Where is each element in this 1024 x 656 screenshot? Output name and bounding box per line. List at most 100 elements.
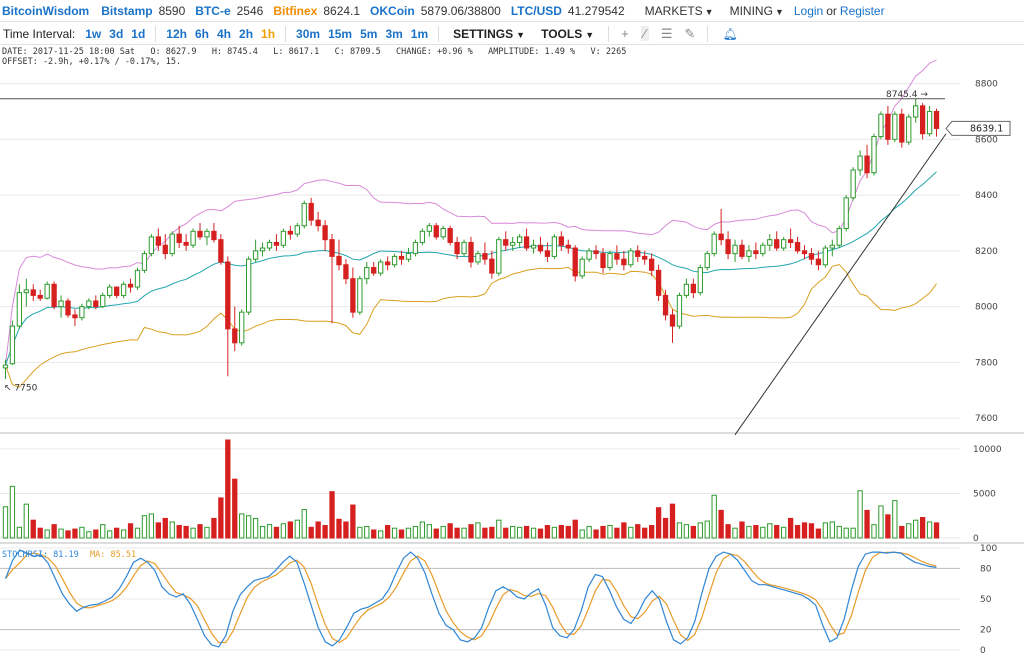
stoch-axis-tick: 0: [980, 646, 986, 656]
candle-body: [864, 155, 870, 174]
candle-body: [516, 236, 523, 243]
candle-body: [350, 278, 356, 313]
register-link[interactable]: Register: [839, 3, 885, 18]
volume-bar: [350, 504, 356, 539]
price-axis-tick: 8200: [975, 247, 998, 257]
exchange-ticker[interactable]: Bitfinex 8624.1: [273, 4, 360, 18]
interval-15m[interactable]: 15m: [328, 26, 353, 41]
exchange-ticker[interactable]: Bitstamp 8590: [101, 4, 185, 18]
candle-body: [357, 278, 363, 313]
crosshair-icon[interactable]: +: [621, 26, 629, 41]
candle-body: [294, 225, 300, 235]
candle-body: [211, 230, 217, 241]
volume-bar: [218, 497, 224, 539]
exchange-price: 8590: [158, 3, 186, 18]
bell-icon[interactable]: 🔔︎: [722, 26, 738, 41]
volume-bar: [280, 523, 287, 539]
volume-bar: [2, 506, 9, 539]
interval-4h[interactable]: 4h: [217, 26, 232, 41]
volume-bar: [794, 525, 801, 539]
interval-3m[interactable]: 3m: [385, 26, 403, 41]
interval-30m[interactable]: 30m: [296, 26, 321, 41]
candle-body: [148, 236, 155, 255]
volume-bar: [9, 485, 16, 539]
candle-body: [781, 239, 787, 249]
volume-bar: [496, 519, 502, 539]
candle-body: [565, 244, 571, 249]
mining-label: MINING: [729, 3, 773, 18]
candle-body: [308, 202, 314, 221]
volume-bar: [836, 525, 842, 539]
candle-body: [857, 155, 863, 171]
volume-bar: [162, 517, 168, 539]
volume-bar: [315, 521, 321, 539]
pen-icon[interactable]: ✎: [684, 25, 696, 41]
candle-body: [572, 247, 578, 277]
markets-menu[interactable]: MARKETS ▼: [645, 4, 714, 18]
volume-bar: [239, 513, 245, 539]
volume-bar: [558, 525, 564, 539]
volume-bar: [843, 527, 849, 539]
brand-logo[interactable]: BitcoinWisdom: [2, 3, 90, 18]
volume-bar: [294, 519, 300, 539]
interval-12h[interactable]: 12h: [166, 26, 187, 41]
volume-bar: [127, 523, 134, 539]
volume-bar: [468, 524, 474, 539]
or-text: or: [826, 3, 837, 18]
volume-bar: [79, 526, 85, 539]
interval-2h[interactable]: 2h: [239, 26, 254, 41]
candle-body: [16, 292, 23, 327]
volume-bar: [329, 491, 335, 539]
volume-bar: [732, 527, 738, 539]
volume-bar: [301, 508, 307, 539]
volume-bar: [892, 500, 898, 539]
fib-lines-icon[interactable]: ☰: [660, 25, 673, 41]
candle-body: [72, 314, 78, 319]
login-link[interactable]: Login: [793, 3, 824, 18]
divider: [608, 25, 610, 42]
trendline-icon[interactable]: ⁄: [640, 26, 649, 41]
volume-bar: [642, 527, 648, 539]
interval-1d[interactable]: 1d: [131, 26, 146, 41]
tools-button[interactable]: TOOLS ▼: [541, 27, 594, 41]
candle-body: [767, 239, 773, 246]
interval-1m[interactable]: 1m: [410, 26, 429, 41]
candle-body: [190, 230, 196, 246]
volume-bar: [648, 525, 655, 539]
settings-button[interactable]: SETTINGS ▼: [453, 27, 525, 41]
candle-body: [301, 202, 307, 227]
exchange-price: 41.279542: [567, 3, 625, 18]
volume-bar: [23, 503, 29, 539]
volume-bar: [774, 525, 780, 539]
candle-body: [468, 241, 474, 263]
volume-bar: [232, 478, 238, 539]
exchange-ticker[interactable]: OKCoin 5879.06/38800: [370, 4, 501, 18]
stoch-ma-label: MA: 85.51: [90, 550, 136, 560]
interval-group-hours: 12h 6h 4h 2h 1h: [162, 27, 279, 41]
interval-5m[interactable]: 5m: [360, 26, 378, 41]
candle-body: [454, 241, 460, 255]
volume-bar: [107, 530, 113, 539]
mining-menu[interactable]: MINING ▼: [730, 4, 784, 18]
candle-body: [30, 289, 36, 296]
interval-3d[interactable]: 3d: [109, 26, 124, 41]
volume-bar: [211, 517, 217, 539]
volume-bar: [718, 509, 724, 539]
candle-body: [239, 311, 245, 344]
volume-bar: [607, 525, 613, 539]
interval-1w[interactable]: 1w: [85, 26, 102, 41]
price-axis-tick: 7600: [975, 414, 998, 424]
exchange-ticker[interactable]: LTC/USD 41.279542: [511, 4, 625, 18]
candle-body: [822, 247, 829, 266]
candle-body: [322, 225, 328, 241]
interval-1h[interactable]: 1h: [261, 26, 276, 41]
interval-6h[interactable]: 6h: [194, 26, 209, 41]
exchange-ticker[interactable]: BTC-e 2546: [195, 4, 263, 18]
candle-body: [204, 230, 210, 238]
volume-bar: [746, 525, 752, 539]
candle-body: [9, 325, 16, 365]
candle-body: [815, 258, 822, 266]
volume-bar: [593, 529, 599, 539]
volume-bar: [489, 526, 495, 539]
